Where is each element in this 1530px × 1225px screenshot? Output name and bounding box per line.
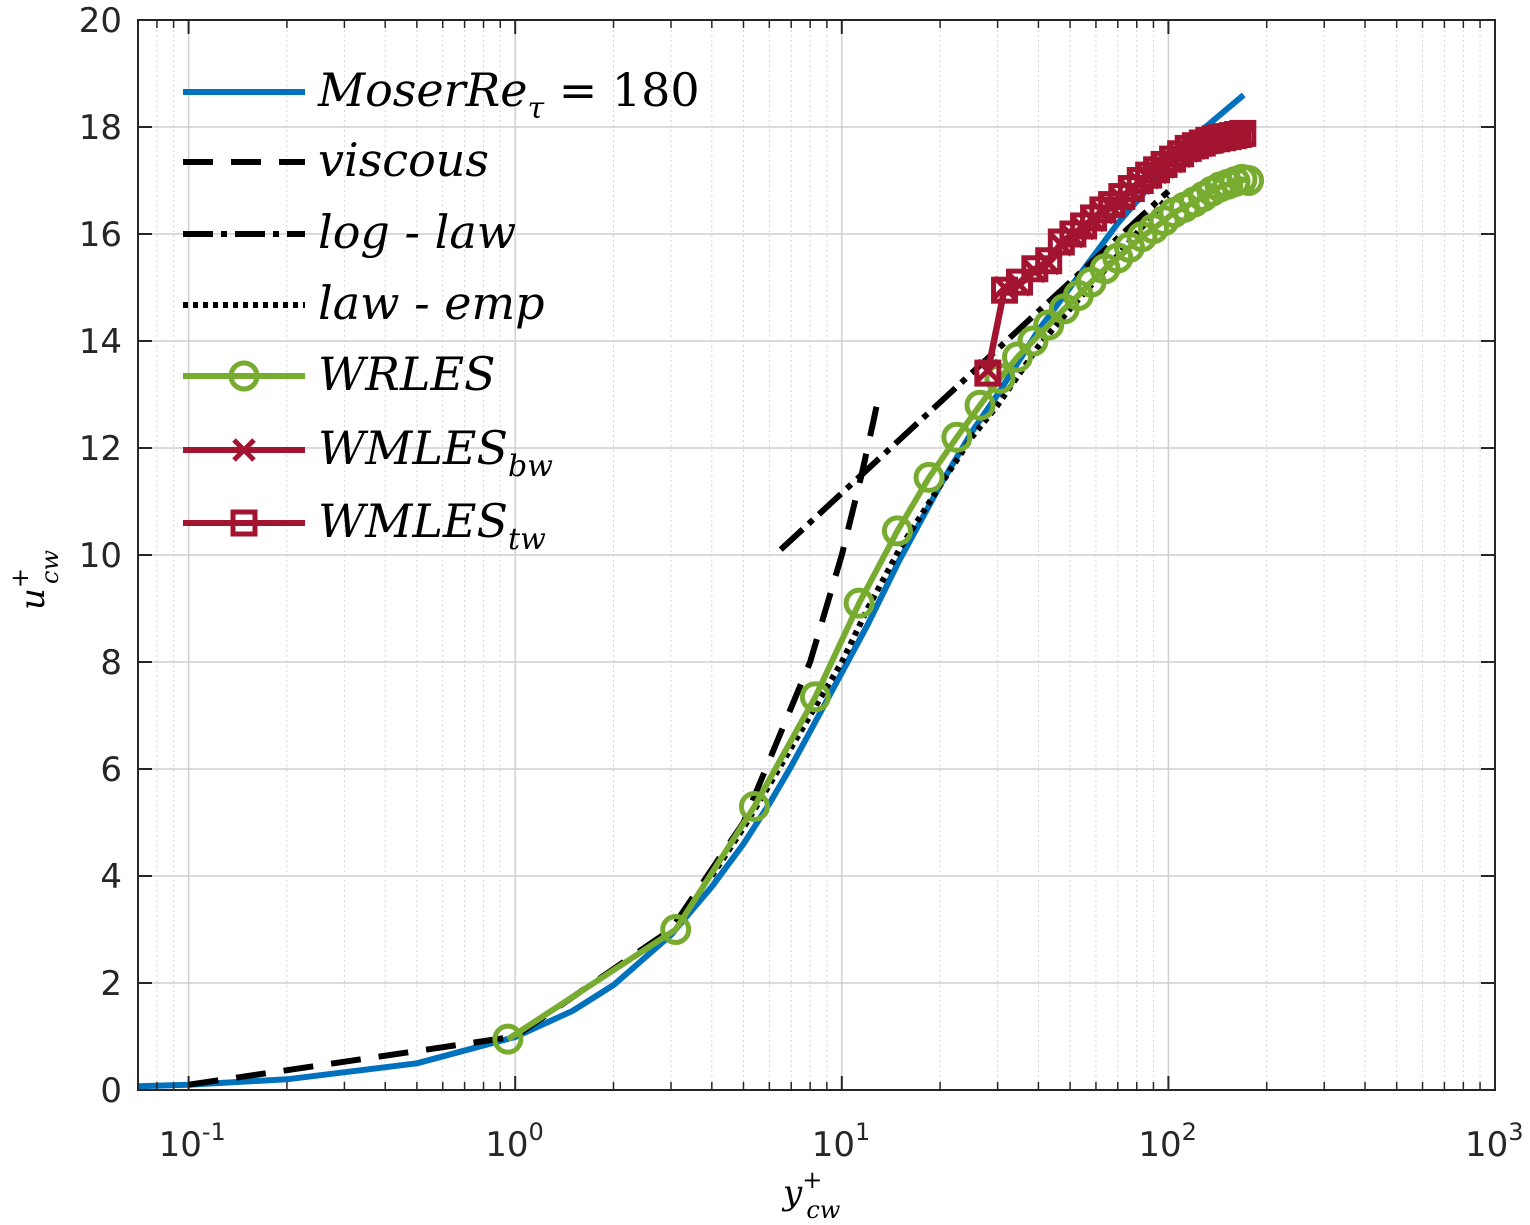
y-tick-label: 4 (100, 857, 122, 897)
x-tick-label: 101 (812, 1118, 871, 1165)
series-wrles (492, 163, 1265, 1055)
legend-label-viscous: viscous (318, 133, 489, 187)
x-tick-base: 10 (159, 1125, 202, 1165)
marker-wmles_tw (991, 276, 1019, 304)
x-tick-label: 103 (1465, 1118, 1524, 1165)
y-tick-label: 2 (100, 964, 122, 1004)
marker-wrles (1233, 165, 1265, 196)
y-axis-title-group: u+cw (6, 550, 64, 610)
marker-wrles (1017, 325, 1049, 357)
x-tick-labels: 10-1 100 101 102 103 (159, 1118, 1524, 1165)
x-tick-exp: -1 (202, 1118, 226, 1146)
marker-wrles (881, 515, 913, 547)
legend-label-wmles-bw: WMLESbw (318, 421, 553, 484)
x-tick-base: 10 (1138, 1125, 1181, 1165)
legend-item-moser: MoserReτ = 180 (183, 63, 700, 126)
x-axis-title-sub: cw (806, 1196, 840, 1224)
y-tick-label: 12 (79, 429, 122, 469)
marker-wrles (799, 681, 831, 713)
y-tick-labels: 0 2 4 6 8 10 12 14 16 18 20 (79, 1, 122, 1111)
grid (138, 19, 1496, 1091)
legend-label-wrles: WRLES (318, 347, 496, 401)
legend-marker-wmles-bw (232, 438, 256, 462)
marker-wrles (1001, 341, 1033, 373)
legend-label-loglaw: log - law (318, 205, 516, 259)
marker-wmles_tw (1021, 255, 1049, 283)
y-axis-title-base: u (13, 588, 53, 610)
x-tick-exp: 3 (1508, 1118, 1523, 1146)
y-tick-label: 0 (100, 1071, 122, 1111)
legend-item-wmles-bw: WMLESbw (183, 421, 553, 484)
marker-wrles (660, 914, 692, 945)
legend-marker-wrles (228, 360, 260, 392)
x-tick-label: 10-1 (159, 1118, 226, 1165)
x-tick-label: 102 (1138, 1118, 1197, 1165)
x-axis-title: y+ cw (781, 1166, 841, 1224)
x-tick-base: 10 (812, 1125, 855, 1165)
series-layer (137, 92, 1265, 1090)
legend-label-lawemp: law - emp (318, 276, 545, 330)
marker-wmles_tw (1229, 119, 1257, 147)
marker-wrles (913, 461, 945, 493)
y-tick-label: 16 (79, 215, 122, 255)
x-tick-base: 10 (1465, 1125, 1508, 1165)
legend: MoserReτ = 180 viscous log - law law - e… (183, 63, 700, 557)
legend-item-wrles: WRLES (183, 347, 496, 401)
y-axis-title: u+cw (6, 550, 64, 610)
legend-label-moser: MoserReτ = 180 (317, 63, 700, 126)
x-axis-title-sup: + (802, 1166, 822, 1194)
legend-item-loglaw: log - law (183, 205, 516, 259)
y-axis-title-sup: + (6, 568, 34, 588)
y-tick-label: 8 (100, 643, 122, 683)
x-tick-exp: 1 (855, 1118, 870, 1146)
legend-item-viscous: viscous (183, 133, 489, 187)
legend-item-lawemp: law - emp (183, 276, 545, 330)
y-tick-label: 14 (79, 322, 122, 362)
marker-wrles (1033, 309, 1065, 341)
y-tick-label: 18 (79, 108, 122, 148)
marker-wmles_tw (974, 359, 1002, 387)
y-tick-label: 6 (100, 750, 122, 790)
x-tick-exp: 0 (528, 1118, 543, 1146)
x-tick-base: 10 (485, 1125, 528, 1165)
marker-wrles (843, 587, 875, 619)
ticks (138, 19, 1496, 1091)
marker-wrles (941, 421, 973, 453)
marker-wrles (738, 790, 770, 822)
legend-marker-wmles-tw (230, 509, 258, 537)
x-tick-label: 100 (485, 1118, 544, 1165)
marker-wrles (492, 1023, 524, 1055)
y-tick-label: 10 (79, 536, 122, 576)
legend-item-wmles-tw: WMLEStw (183, 494, 546, 557)
series-wmles_tw (974, 119, 1257, 387)
x-axis-title-base: y (781, 1173, 803, 1213)
marker-wrles (964, 389, 996, 421)
legend-label-wmles-tw: WMLEStw (318, 494, 546, 557)
y-tick-label: 20 (79, 1, 122, 41)
y-axis-title-sub: cw (36, 550, 64, 584)
x-tick-exp: 2 (1182, 1118, 1197, 1146)
